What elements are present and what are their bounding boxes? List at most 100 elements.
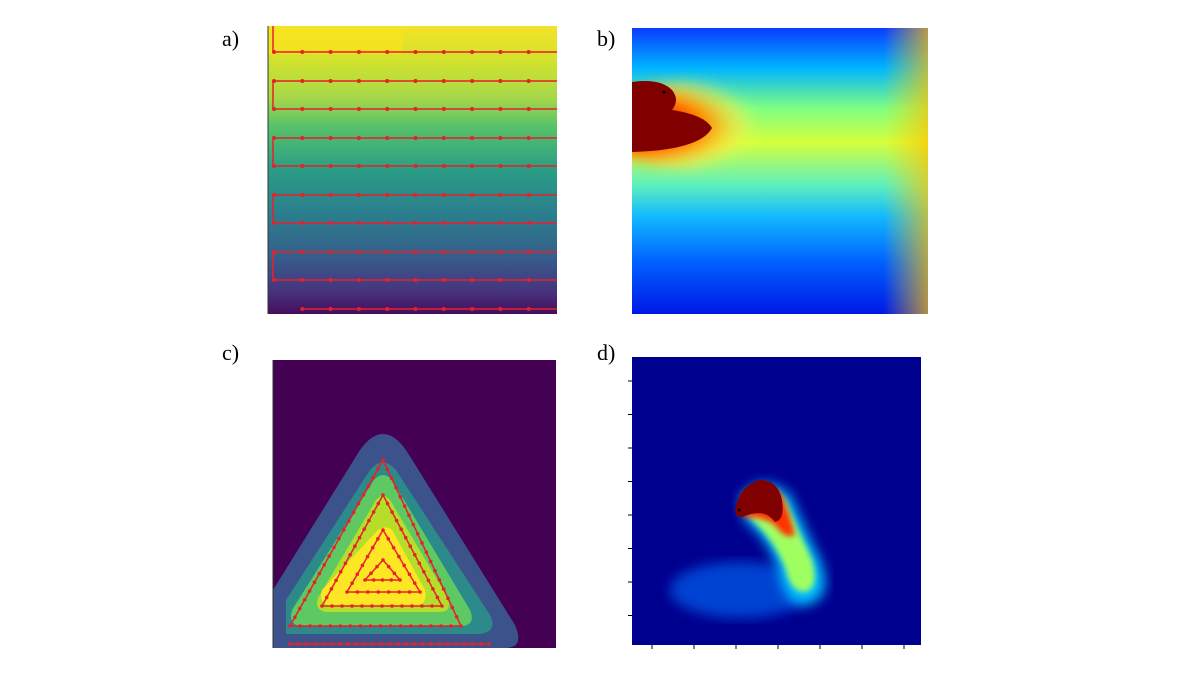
scan-point (498, 278, 503, 282)
panel-label: a) (222, 26, 239, 51)
scan-point (360, 604, 364, 608)
scan-point (470, 107, 475, 111)
scan-point (350, 581, 354, 585)
scan-point (498, 193, 503, 197)
scan-point (470, 250, 475, 254)
scan-point (355, 572, 360, 577)
scan-point (479, 642, 483, 646)
scan-point (327, 554, 331, 558)
scan-point (329, 642, 334, 646)
scan-point (470, 136, 475, 140)
scan-point (441, 107, 446, 111)
scan-point (402, 504, 407, 508)
scan-point (300, 164, 305, 168)
scan-point (302, 597, 307, 602)
scan-point (272, 107, 276, 111)
scan-point (337, 536, 341, 541)
scan-point (376, 537, 380, 541)
scan-point (421, 642, 425, 646)
scan-point (369, 571, 373, 576)
scan-point (420, 541, 424, 545)
scan-point (300, 307, 305, 311)
scan-point (498, 307, 503, 311)
scan-point (526, 164, 531, 168)
scan-point (321, 642, 326, 646)
scan-point (358, 624, 363, 628)
scan-point (470, 193, 475, 197)
scan-point (296, 642, 301, 646)
scan-point (376, 466, 380, 471)
scan-point (410, 604, 414, 608)
scan-point (441, 587, 446, 591)
scan-point (328, 50, 333, 54)
scan-point (498, 250, 503, 254)
scan-point (487, 642, 492, 646)
scan-point (422, 570, 426, 574)
scan-point (379, 642, 384, 646)
scan-point (413, 50, 418, 54)
scan-point (324, 595, 329, 600)
scan-point (356, 501, 361, 506)
scan-point (318, 624, 322, 628)
scan-point (328, 250, 333, 254)
scan-point (300, 278, 305, 282)
scan-point (300, 250, 305, 254)
scan-point (343, 561, 348, 566)
scan-point (328, 107, 333, 111)
scan-point (407, 572, 412, 577)
scan-point (526, 307, 531, 311)
panel-label: d) (597, 340, 615, 365)
scan-point (385, 467, 390, 472)
scan-point (388, 624, 393, 628)
scan-point (288, 624, 292, 628)
scan-point (391, 545, 396, 550)
scan-point (454, 614, 459, 619)
scan-point (415, 531, 420, 536)
panel-label: b) (597, 26, 615, 51)
scan-point (338, 570, 343, 574)
scan-point (408, 544, 413, 549)
scan-point (320, 604, 324, 608)
scan-point (441, 250, 446, 254)
scan-point (498, 164, 503, 168)
scan-point (350, 604, 354, 608)
scan-point (389, 476, 394, 481)
scan-point (431, 587, 435, 591)
scan-point (411, 522, 416, 527)
scan-point (380, 578, 385, 582)
scan-point (313, 642, 317, 646)
scan-point (526, 50, 531, 54)
scan-point (437, 578, 442, 582)
scan-point (412, 642, 417, 646)
scan-point (300, 107, 305, 111)
scan-point (441, 136, 446, 140)
scan-point (398, 578, 402, 582)
scan-point (328, 79, 333, 83)
scan-point (441, 79, 446, 83)
scan-point (440, 604, 444, 608)
scan-point (346, 519, 351, 523)
scan-point (351, 510, 356, 515)
scan-point (413, 221, 418, 225)
scan-point (328, 193, 333, 197)
scan-point (356, 136, 361, 140)
scan-point (439, 624, 443, 628)
scan-point (470, 642, 475, 646)
scan-point (381, 528, 385, 532)
scan-point (413, 79, 418, 83)
scan-point (381, 493, 385, 497)
scan-point (417, 561, 422, 566)
scan-point (300, 136, 305, 140)
scan-point (356, 50, 361, 54)
scan-point (376, 501, 381, 506)
scan-point (381, 458, 385, 462)
scan-point (307, 589, 312, 593)
scan-point (445, 642, 450, 646)
scan-point (334, 578, 338, 583)
scan-point (380, 604, 384, 608)
scan-point (330, 604, 334, 608)
scan-point (386, 537, 391, 541)
scan-point (378, 624, 383, 628)
scan-point (385, 501, 390, 506)
scan-point (390, 510, 394, 514)
